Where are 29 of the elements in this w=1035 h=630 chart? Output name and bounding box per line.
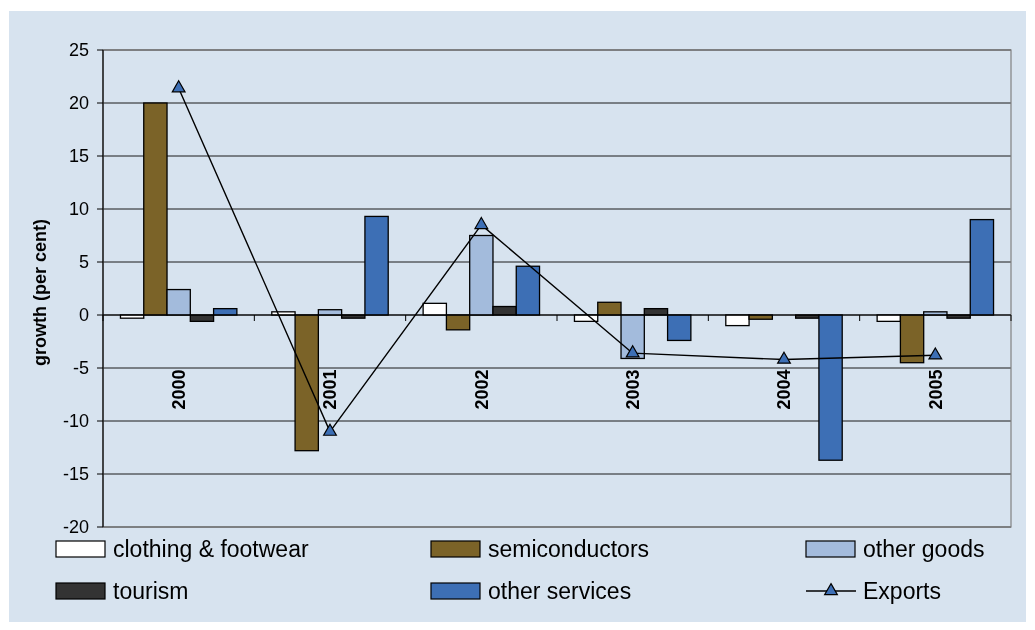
legend-label: semiconductors (488, 536, 650, 563)
legend-label: Exports (863, 578, 941, 605)
x-tick-label: 2003 (623, 369, 644, 410)
y-tick-label: 5 (78, 252, 89, 273)
x-tick-label: 2002 (471, 369, 492, 410)
point (323, 423, 337, 436)
point (777, 351, 791, 364)
y-tick-label: -20 (62, 517, 89, 538)
y-tick-label: 0 (78, 305, 89, 326)
x-tick-label: 2004 (774, 369, 795, 410)
y-tick-label: -5 (72, 358, 89, 379)
legend-label: tourism (113, 578, 189, 605)
legend-label: other goods (863, 536, 985, 563)
legend-label: other services (488, 578, 632, 605)
y-tick-label: -10 (62, 411, 89, 432)
y-tick-label: 15 (68, 146, 89, 167)
x-tick-label: 2000 (169, 369, 190, 410)
y-tick-label: 10 (68, 199, 89, 220)
point (171, 80, 186, 93)
y-tick-label: -15 (62, 464, 89, 485)
point (928, 347, 943, 360)
y-axis-title: growth (per cent) (30, 219, 51, 366)
y-tick-label: 20 (68, 93, 89, 114)
point (474, 216, 489, 230)
legend-label: clothing & footwear (113, 536, 309, 563)
x-tick-label: 2005 (925, 369, 946, 410)
x-tick-label: 2001 (320, 369, 341, 410)
y-tick-label: 25 (68, 40, 89, 61)
point (625, 345, 640, 358)
